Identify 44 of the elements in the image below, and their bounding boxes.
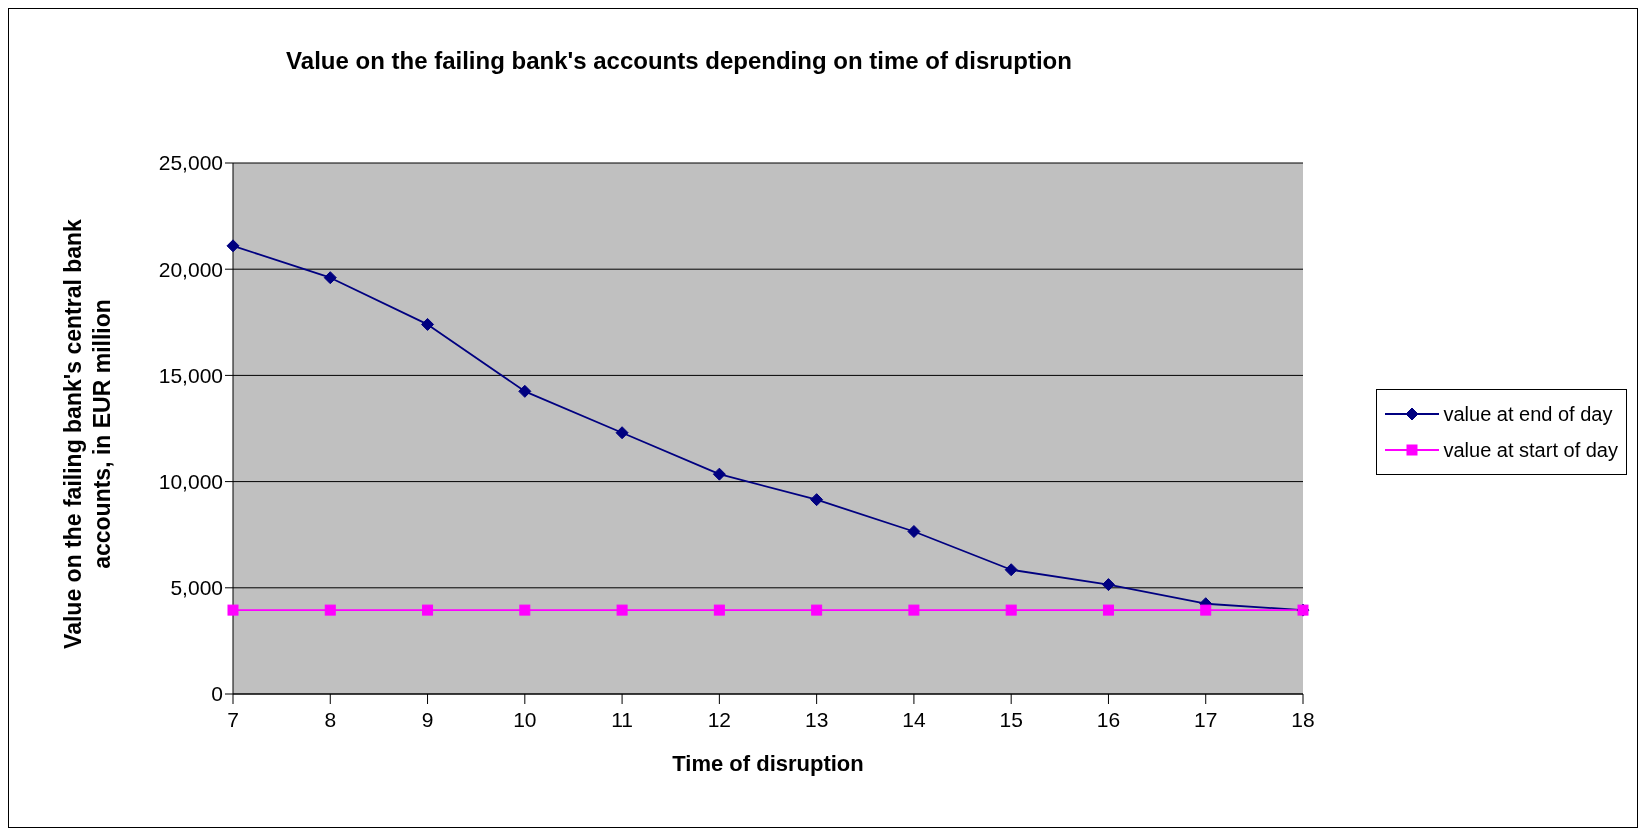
point <box>1004 563 1018 577</box>
y-axis-title: Value on the failing bank's central bank accounts, in EUR million <box>59 218 116 651</box>
point <box>422 604 434 616</box>
point <box>324 604 336 616</box>
x-tick-label: 11 <box>611 707 633 731</box>
legend-label: value at end of day <box>1443 402 1613 426</box>
point <box>227 604 239 616</box>
point <box>1200 604 1212 616</box>
x-tick-label: 12 <box>707 707 732 731</box>
x-tick-label: 9 <box>421 707 434 731</box>
x-axis-title: Time of disruption <box>672 751 864 776</box>
point <box>712 467 726 481</box>
x-tick-label: 14 <box>902 707 926 731</box>
point <box>421 317 435 331</box>
x-tick-label: 16 <box>1096 707 1121 731</box>
point <box>323 271 337 285</box>
x-tick-label: 10 <box>513 707 537 731</box>
y-tick-label: 25,000 <box>158 151 223 175</box>
y-tick-label: 10,000 <box>158 470 223 494</box>
y-tick-label: 5,000 <box>170 576 223 600</box>
x-tick-label: 8 <box>324 707 337 731</box>
point <box>908 604 920 616</box>
point <box>616 604 628 616</box>
point <box>1005 604 1017 616</box>
point <box>1101 578 1115 592</box>
point <box>810 493 824 507</box>
point <box>811 604 823 616</box>
x-tick-label: 15 <box>999 707 1023 731</box>
point <box>518 384 532 398</box>
x-tick-label: 18 <box>1291 707 1315 731</box>
point <box>226 239 240 253</box>
point <box>907 525 921 539</box>
y-tick-label: 20,000 <box>158 257 223 281</box>
legend-label: value at start of day <box>1443 438 1618 462</box>
point <box>519 604 531 616</box>
x-tick-label: 7 <box>227 707 239 731</box>
y-tick-label: 15,000 <box>158 363 223 387</box>
point <box>1102 604 1114 616</box>
x-tick-label: 17 <box>1194 707 1218 731</box>
x-tick-label: 13 <box>804 707 829 731</box>
point <box>615 426 629 440</box>
chart-title: Value on the failing bank's accounts depending on time of disruption <box>285 47 1073 75</box>
y-tick-label: 0 <box>211 682 223 706</box>
point <box>713 604 725 616</box>
